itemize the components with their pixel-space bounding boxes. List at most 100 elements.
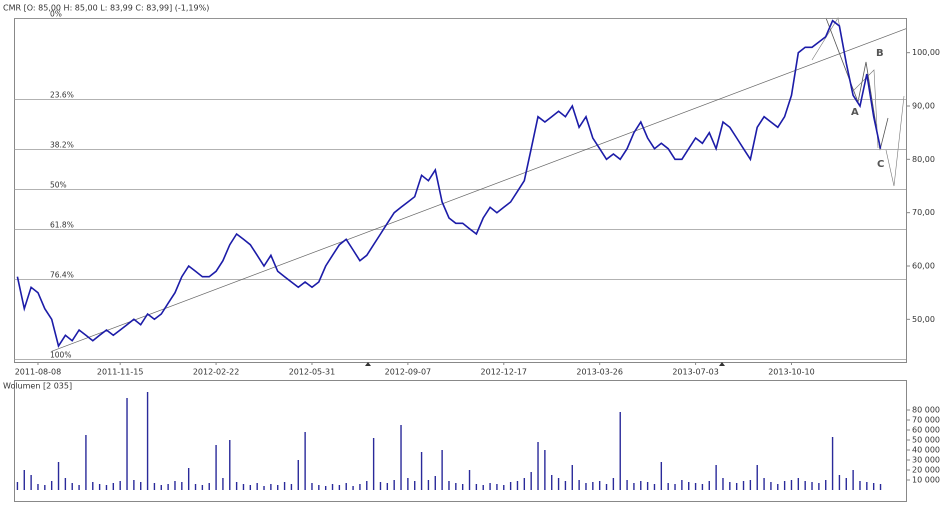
volume-bar bbox=[188, 468, 189, 490]
fib-label: 100% bbox=[50, 351, 71, 360]
volume-bar bbox=[174, 481, 175, 490]
volume-bar bbox=[722, 478, 723, 490]
volume-bar bbox=[236, 482, 237, 490]
volume-bar bbox=[852, 470, 853, 490]
chart: CMR [O: 85,00 H: 85,00 L: 83,99 C: 83,99… bbox=[0, 0, 940, 506]
volume-bar bbox=[428, 480, 429, 490]
y-tick-label: 30 000 bbox=[912, 456, 940, 465]
volume-bar bbox=[263, 486, 264, 490]
volume-bar bbox=[599, 481, 600, 490]
volume-bar bbox=[311, 483, 312, 490]
volume-bar bbox=[551, 475, 552, 490]
volume-bar bbox=[640, 481, 641, 490]
volume-bar bbox=[763, 478, 764, 490]
volume-bar bbox=[106, 485, 107, 490]
volume-bar bbox=[435, 476, 436, 490]
background bbox=[0, 0, 940, 506]
x-tick-label: 2012-05-31 bbox=[289, 368, 336, 377]
volume-bar bbox=[229, 440, 230, 490]
volume-bar bbox=[380, 482, 381, 490]
chart-title: CMR [O: 85,00 H: 85,00 L: 83,99 C: 83,99… bbox=[3, 4, 209, 13]
volume-bar bbox=[243, 484, 244, 490]
volume-bar bbox=[339, 485, 340, 490]
volume-bar bbox=[256, 483, 257, 490]
volume-bar bbox=[51, 481, 52, 490]
volume-bar bbox=[352, 486, 353, 490]
volume-bar bbox=[291, 484, 292, 490]
volume-bar bbox=[483, 485, 484, 490]
volume-bar bbox=[702, 484, 703, 490]
volume-bar bbox=[332, 484, 333, 490]
volume-bar bbox=[743, 481, 744, 490]
y-tick-label: 50 000 bbox=[912, 436, 940, 445]
x-tick-label: 2012-09-07 bbox=[385, 368, 432, 377]
volume-bar bbox=[202, 485, 203, 490]
volume-bar bbox=[270, 484, 271, 490]
volume-bar bbox=[825, 480, 826, 490]
x-tick-label: 2012-12-17 bbox=[481, 368, 528, 377]
volume-bar bbox=[537, 442, 538, 490]
y-tick-label: 70 000 bbox=[912, 416, 940, 425]
volume-bar bbox=[209, 483, 210, 490]
fib-label: 0% bbox=[50, 10, 62, 19]
volume-bar bbox=[284, 482, 285, 490]
volume-bar bbox=[544, 450, 545, 490]
volume-bar bbox=[359, 484, 360, 490]
volume-bar bbox=[448, 481, 449, 490]
volume-bar bbox=[85, 435, 86, 490]
volume-bar bbox=[167, 484, 168, 490]
y-tick-label: 100,00 bbox=[912, 48, 940, 57]
volume-bar bbox=[37, 484, 38, 490]
volume-bar bbox=[510, 482, 511, 490]
volume-bar bbox=[476, 484, 477, 490]
x-tick-label: 2013-03-26 bbox=[576, 368, 623, 377]
volume-bar bbox=[140, 482, 141, 490]
volume-bar bbox=[798, 478, 799, 490]
y-tick-label: 60 000 bbox=[912, 426, 940, 435]
volume-bar bbox=[667, 483, 668, 490]
volume-bar bbox=[647, 482, 648, 490]
volume-bar bbox=[873, 483, 874, 490]
volume-title: Wolumen [2 035] bbox=[3, 382, 72, 391]
volume-bar bbox=[250, 485, 251, 490]
volume-bar bbox=[804, 481, 805, 490]
volume-bar bbox=[880, 484, 881, 490]
fib-label: 50% bbox=[50, 181, 67, 190]
volume-bar bbox=[181, 482, 182, 490]
volume-bar bbox=[565, 481, 566, 490]
volume-bar bbox=[811, 482, 812, 490]
volume-bar bbox=[695, 483, 696, 490]
volume-bar bbox=[215, 445, 216, 490]
volume-bar bbox=[572, 465, 573, 490]
y-tick-label: 80,00 bbox=[912, 155, 935, 164]
volume-bar bbox=[24, 470, 25, 490]
volume-bar bbox=[346, 483, 347, 490]
volume-bar bbox=[585, 483, 586, 490]
x-tick-label: 2011-08-08 bbox=[15, 368, 62, 377]
volume-bar bbox=[400, 425, 401, 490]
y-tick-label: 40 000 bbox=[912, 446, 940, 455]
x-tick-label: 2013-07-03 bbox=[672, 368, 719, 377]
y-tick-label: 60,00 bbox=[912, 262, 935, 271]
volume-bar bbox=[113, 483, 114, 490]
volume-bar bbox=[784, 481, 785, 490]
volume-bar bbox=[496, 484, 497, 490]
volume-bar bbox=[58, 462, 59, 490]
volume-bar bbox=[654, 484, 655, 490]
volume-bar bbox=[736, 483, 737, 490]
volume-bar bbox=[613, 478, 614, 490]
x-tick-label: 2012-02-22 bbox=[193, 368, 240, 377]
wave-label: A bbox=[851, 107, 859, 118]
volume-bar bbox=[661, 462, 662, 490]
volume-bar bbox=[757, 465, 758, 490]
volume-bar bbox=[318, 485, 319, 490]
volume-bar bbox=[195, 484, 196, 490]
volume-bar bbox=[44, 485, 45, 490]
volume-bar bbox=[866, 482, 867, 490]
volume-bar bbox=[30, 475, 31, 490]
volume-bar bbox=[674, 484, 675, 490]
y-tick-label: 10 000 bbox=[912, 476, 940, 485]
volume-bar bbox=[78, 485, 79, 490]
volume-bar bbox=[133, 480, 134, 490]
x-tick-label: 2011-11-15 bbox=[97, 368, 144, 377]
